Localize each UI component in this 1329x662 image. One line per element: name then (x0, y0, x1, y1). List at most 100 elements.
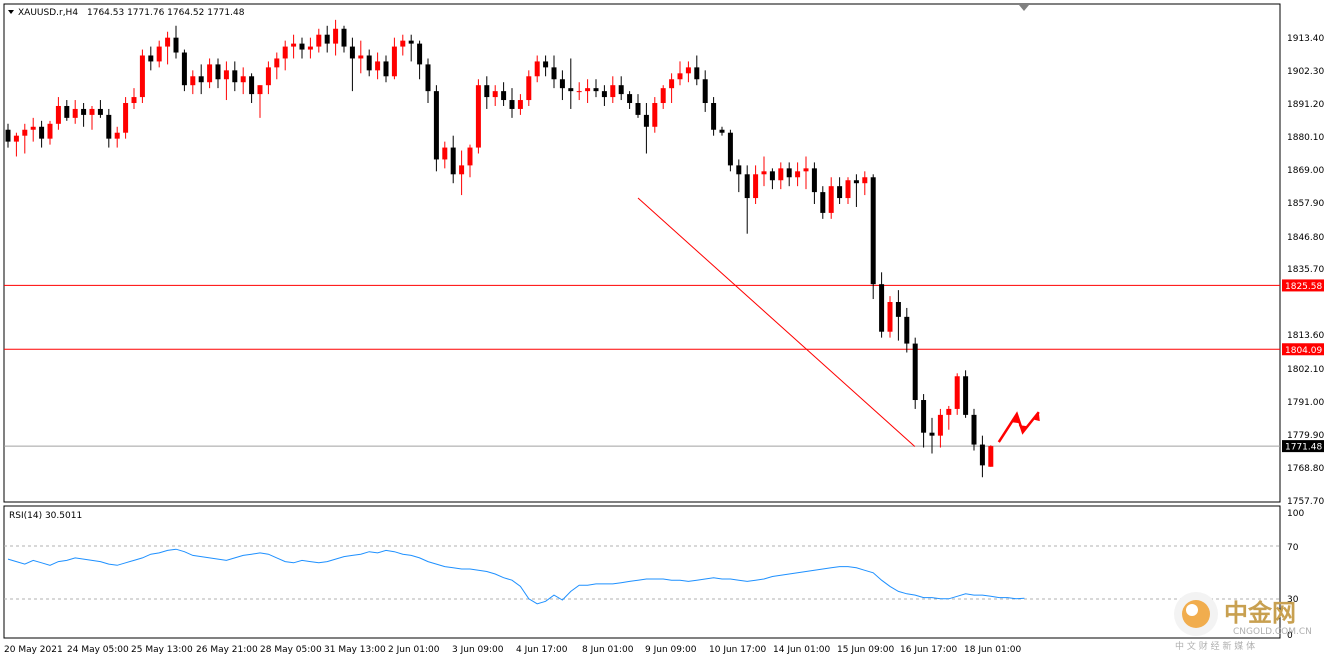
candle-bullish (358, 55, 364, 59)
candle-bearish (744, 174, 750, 199)
candle-bearish (366, 55, 372, 71)
candle-bullish (316, 34, 322, 47)
candle-bearish (450, 147, 456, 175)
price-tick: 1813.60 (1287, 331, 1324, 341)
candle-bullish (375, 61, 381, 71)
candle-bearish (64, 105, 70, 118)
candle-bullish (610, 85, 616, 98)
rsi-panel[interactable] (3, 505, 1281, 639)
price-tick: 1869.00 (1287, 166, 1324, 176)
candle-bearish (593, 88, 599, 92)
time-label: 8 Jun 01:00 (582, 645, 634, 655)
candle-bullish (47, 123, 53, 139)
time-label: 28 May 05:00 (260, 645, 322, 655)
projection-arrowhead-icon (1010, 414, 1019, 424)
candle-bullish (131, 97, 137, 104)
time-label: 15 Jun 09:00 (837, 645, 894, 655)
candle-bullish (585, 88, 591, 92)
candle-bearish (853, 180, 859, 184)
rsi-tick: 30 (1287, 595, 1299, 605)
candle-bearish (324, 34, 330, 44)
candle-bearish (971, 414, 977, 445)
price-panel[interactable] (3, 3, 1281, 503)
candle-bearish (879, 284, 885, 332)
candle-bullish (282, 46, 288, 59)
watermark-brand: 中金网 (1224, 599, 1296, 627)
candle-bearish (181, 52, 187, 86)
candle-bullish (207, 64, 213, 83)
candle-bullish (660, 88, 666, 104)
symbol-label: XAUUSD.r,H4 (18, 8, 78, 18)
candle-bearish (702, 79, 708, 104)
time-label: 16 Jun 17:00 (900, 645, 957, 655)
candle-bearish (148, 55, 154, 62)
candle-bullish (391, 46, 397, 77)
candle-bullish (89, 108, 95, 115)
rsi-layer (7, 548, 1025, 605)
candle-bullish (467, 147, 473, 166)
candle-bullish (677, 73, 683, 80)
level-tag-text: 1825.58 (1285, 282, 1322, 292)
candle-bearish (341, 28, 347, 47)
time-label: 4 Jun 17:00 (516, 645, 568, 655)
rsi-header: RSI(14) 30.5011 (9, 511, 82, 521)
candle-bearish (501, 91, 507, 101)
time-label: 2 Jun 01:00 (388, 645, 440, 655)
candle-bullish (534, 61, 540, 77)
candle-bullish (887, 302, 893, 332)
candle-bearish (895, 302, 901, 317)
candle-bullish (828, 186, 834, 213)
time-label: 9 Jun 09:00 (645, 645, 697, 655)
candle-bearish (299, 43, 305, 50)
watermark-logo: 中金网 CNGOLD.COM.CN 中 文 财 经 新 媒 体 (1174, 592, 1312, 652)
level-tag-resistance-2: 1804.09 (1282, 343, 1324, 356)
candle-bullish (55, 105, 61, 124)
chart-shift-marker-icon[interactable] (1019, 5, 1029, 11)
time-label: 10 Jun 17:00 (709, 645, 766, 655)
current-price-tag-bg (1282, 440, 1324, 453)
level-tag-bg (1282, 279, 1324, 292)
time-axis: 20 May 2021 24 May 05:00 25 May 13:00 26… (4, 645, 1021, 655)
price-tick: 1857.90 (1287, 199, 1324, 209)
candles-layer (5, 19, 994, 478)
candle-bearish (215, 64, 221, 80)
candle-bullish (257, 85, 263, 95)
price-tick: 1802.10 (1287, 365, 1324, 375)
candle-bullish (937, 414, 943, 436)
candle-bullish (753, 174, 759, 199)
current-price-tag: 1771.48 (1282, 440, 1324, 453)
candle-bearish (769, 171, 775, 181)
candle-bullish (400, 40, 406, 47)
candle-bullish (165, 37, 171, 47)
rsi-tick: 70 (1287, 543, 1299, 553)
candle-bearish (786, 168, 792, 178)
candle-bearish (870, 177, 876, 285)
rsi-axis: 100 70 30 0 (4, 509, 1304, 641)
candle-bearish (601, 91, 607, 98)
price-tick: 1880.10 (1287, 133, 1324, 143)
projection-arrowhead-icon (1031, 412, 1040, 422)
candle-bullish (459, 165, 465, 175)
candle-bullish (652, 103, 658, 127)
rsi-tick: 0 (1287, 631, 1293, 641)
candle-bullish (72, 108, 78, 118)
level-tag-text: 1804.09 (1285, 346, 1322, 356)
candle-bearish (543, 61, 549, 68)
downtrend-line[interactable] (637, 197, 916, 447)
watermark-site: CNGOLD.COM.CN (1233, 627, 1312, 637)
candle-bullish (862, 177, 868, 184)
candle-bullish (240, 76, 246, 83)
price-tick: 1779.90 (1287, 431, 1324, 441)
candle-bullish (114, 132, 120, 139)
candle-bullish (845, 180, 851, 199)
rsi-tick: 100 (1287, 509, 1304, 519)
symbol-dropdown-icon[interactable] (8, 10, 14, 14)
candle-bearish (173, 37, 179, 53)
candle-bearish (643, 114, 649, 127)
candle-bearish (811, 168, 817, 193)
candle-bearish (198, 76, 204, 83)
time-label: 25 May 13:00 (131, 645, 193, 655)
candle-bearish (232, 70, 238, 83)
candle-bullish (669, 79, 675, 89)
